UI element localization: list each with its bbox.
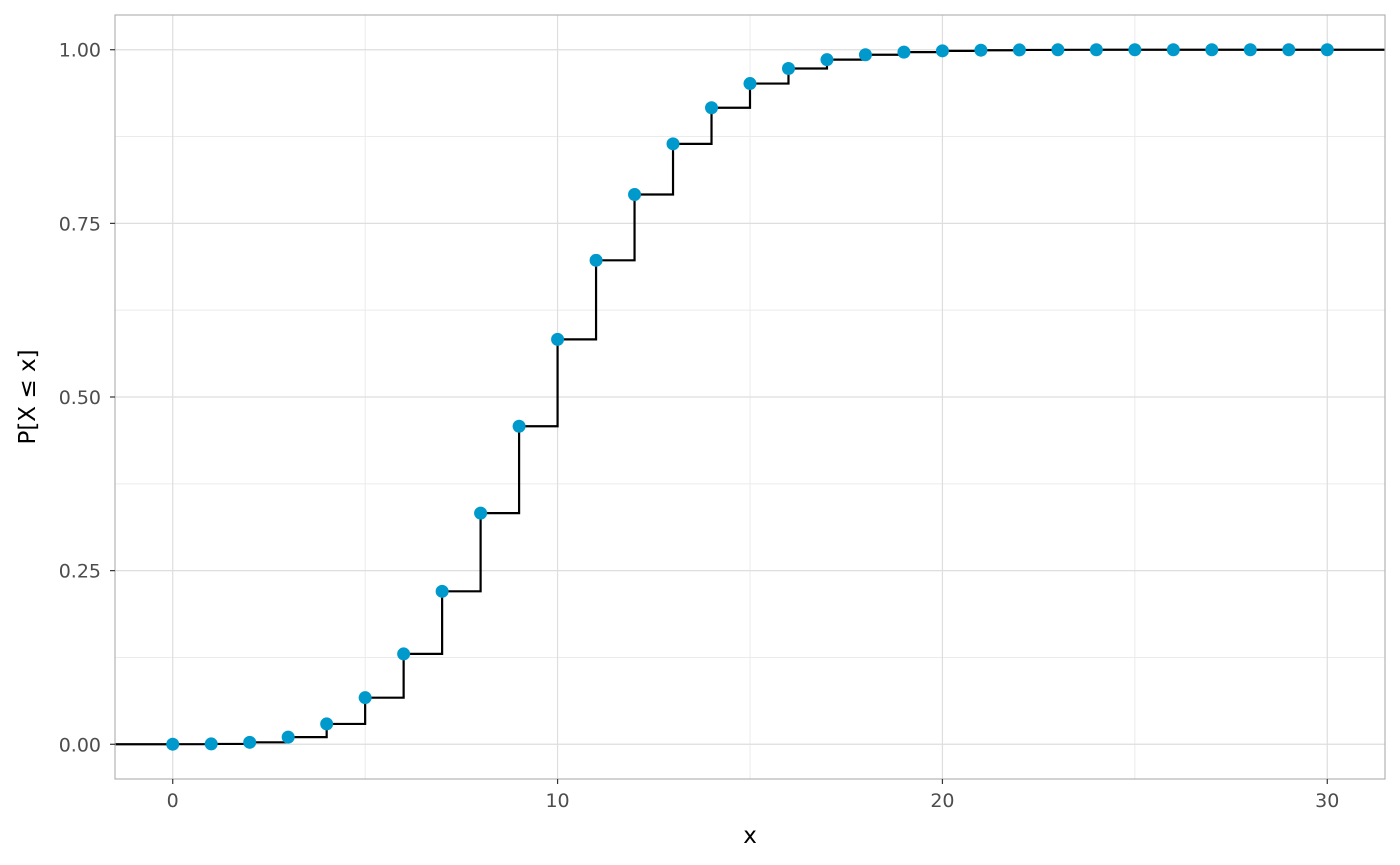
data-point bbox=[435, 584, 449, 598]
grid-layer bbox=[115, 15, 1385, 779]
data-point bbox=[281, 730, 295, 744]
x-tick-label: 0 bbox=[167, 790, 179, 812]
data-point bbox=[781, 61, 795, 75]
data-point bbox=[1128, 43, 1142, 57]
y-tick-label: 1.00 bbox=[59, 40, 101, 62]
data-point bbox=[974, 43, 988, 57]
y-tick-label: 0.75 bbox=[59, 213, 101, 235]
data-point bbox=[628, 187, 642, 201]
data-point bbox=[1320, 43, 1334, 57]
x-tick-label: 20 bbox=[930, 790, 954, 812]
data-point bbox=[166, 737, 180, 751]
data-point bbox=[820, 53, 834, 67]
points-layer bbox=[166, 43, 1334, 751]
x-axis-ticks: 0 10 20 30 bbox=[167, 779, 1339, 812]
y-axis-ticks: 0.00 0.25 0.50 0.75 1.00 bbox=[59, 40, 115, 756]
data-point bbox=[1051, 43, 1065, 57]
y-axis-title: P[X ≤ x] bbox=[15, 349, 41, 444]
x-axis-title: x bbox=[743, 823, 757, 849]
data-point bbox=[858, 48, 872, 62]
data-point bbox=[1243, 43, 1257, 57]
data-point bbox=[358, 691, 372, 705]
data-point bbox=[1205, 43, 1219, 57]
data-point bbox=[935, 44, 949, 58]
x-tick-label: 10 bbox=[545, 790, 569, 812]
y-tick-label: 0.00 bbox=[59, 734, 101, 756]
data-point bbox=[666, 137, 680, 151]
data-point bbox=[1282, 43, 1296, 57]
data-point bbox=[705, 101, 719, 115]
y-tick-label: 0.25 bbox=[59, 561, 101, 583]
y-tick-label: 0.50 bbox=[59, 387, 101, 409]
data-point bbox=[1089, 43, 1103, 57]
data-point bbox=[897, 45, 911, 59]
data-point bbox=[243, 735, 257, 749]
data-point bbox=[204, 737, 218, 751]
data-point bbox=[512, 419, 526, 433]
data-point bbox=[1012, 43, 1026, 57]
data-point bbox=[474, 506, 488, 520]
data-point bbox=[397, 647, 411, 661]
data-point bbox=[320, 717, 334, 731]
x-tick-label: 30 bbox=[1315, 790, 1339, 812]
data-point bbox=[743, 77, 757, 91]
data-point bbox=[551, 332, 565, 346]
data-point bbox=[1166, 43, 1180, 57]
data-point bbox=[589, 253, 603, 267]
